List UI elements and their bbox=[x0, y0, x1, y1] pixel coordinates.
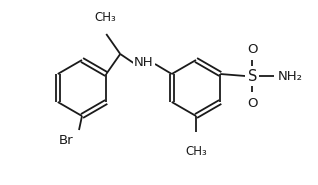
Text: CH₃: CH₃ bbox=[94, 11, 116, 24]
Text: S: S bbox=[247, 68, 257, 83]
Text: O: O bbox=[247, 43, 258, 56]
Text: NH₂: NH₂ bbox=[278, 70, 303, 83]
Text: Br: Br bbox=[59, 134, 73, 147]
Text: CH₃: CH₃ bbox=[185, 145, 207, 158]
Text: O: O bbox=[247, 97, 258, 110]
Text: NH: NH bbox=[134, 56, 154, 68]
